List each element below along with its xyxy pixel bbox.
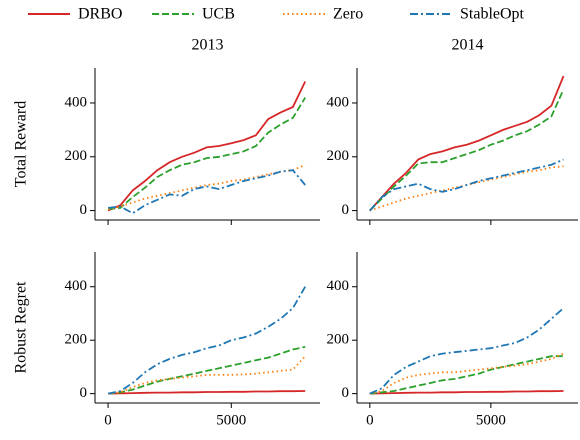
series-line <box>369 158 564 212</box>
series-line <box>107 286 306 395</box>
series-line <box>107 169 306 215</box>
y-tick-label: 0 <box>80 202 88 218</box>
series-line <box>108 346 306 395</box>
legend-label: UCB <box>202 6 235 23</box>
series-line <box>369 352 564 395</box>
legend-label: DRBO <box>78 6 122 23</box>
y-tick-label: 200 <box>327 148 350 164</box>
series-line <box>369 390 564 395</box>
y-tick-label: 200 <box>65 332 88 348</box>
y-tick-label: 400 <box>327 94 350 110</box>
y-tick-label: 0 <box>342 202 350 218</box>
y-axis-label: Total Reward <box>13 101 30 187</box>
legend-label: StableOpt <box>460 6 525 23</box>
y-axis-label: Robust Regret <box>13 281 30 374</box>
panel-title: 2013 <box>192 37 224 54</box>
y-tick-label: 400 <box>65 94 88 110</box>
legend-label: Zero <box>333 6 363 23</box>
x-tick-label: 0 <box>104 412 112 428</box>
y-tick-label: 0 <box>342 385 350 401</box>
y-tick-label: 200 <box>327 332 350 348</box>
series-line <box>369 307 565 395</box>
y-tick-label: 400 <box>327 278 350 294</box>
x-tick-label: 0 <box>366 412 374 428</box>
series-line <box>108 97 306 211</box>
y-tick-label: 400 <box>65 278 88 294</box>
x-tick-label: 5000 <box>476 412 506 428</box>
series-line <box>369 355 564 395</box>
panel-title: 2014 <box>452 37 484 54</box>
series-line <box>369 75 565 212</box>
x-tick-label: 5000 <box>216 412 246 428</box>
series-line <box>108 355 306 395</box>
series-line <box>108 390 306 395</box>
y-tick-label: 200 <box>65 148 88 164</box>
series-line <box>369 89 565 212</box>
y-tick-label: 0 <box>80 385 88 401</box>
series-line <box>107 81 307 212</box>
